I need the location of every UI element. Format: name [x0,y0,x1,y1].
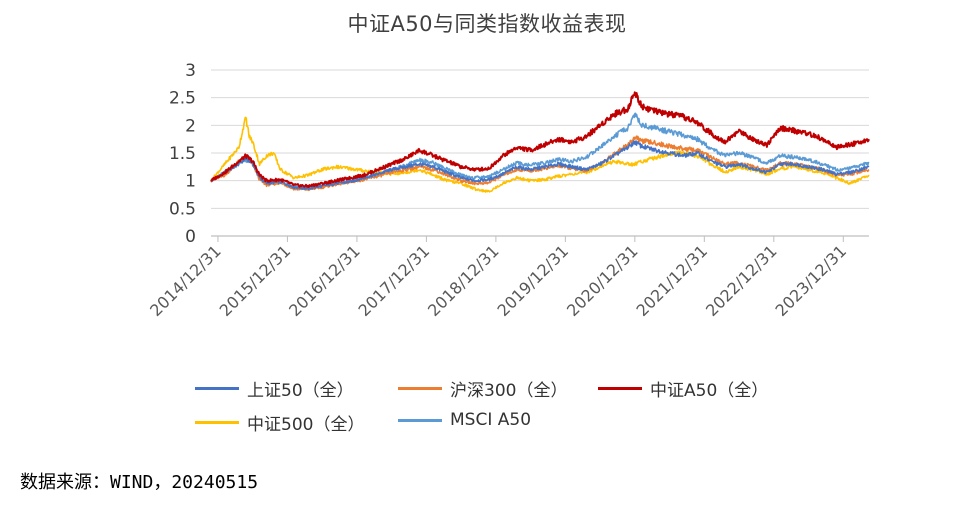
legend-swatch [398,387,442,390]
y-tick-label: 1 [185,172,196,192]
legend-label: 沪深300（全） [450,381,568,401]
legend-label: 上证50（全） [247,381,354,401]
legend-swatch [598,387,642,390]
series-lines [210,91,870,193]
source-note: 数据来源：WIND，20240515 [20,472,259,493]
x-tick-labels: 2014/12/312015/12/312016/12/312017/12/31… [146,241,850,320]
line-chart: 0 0.5 1 1.5 2 2.5 3 2014/12/312015/12/312016/1… [146,61,870,320]
y-tick-label: 0.5 [169,199,196,219]
axes [211,235,869,242]
y-tick-label: 0 [185,227,196,247]
x-tick-label: 2021/12/31 [633,241,712,320]
series-line [210,91,870,188]
series-line [210,140,870,191]
legend-item: 中证500（全） [195,410,364,435]
legend-item: 沪深300（全） [398,376,567,401]
legend-item: MSCI A50 [398,410,531,430]
x-tick-label: 2023/12/31 [771,241,850,320]
legend-item: 上证50（全） [195,376,354,401]
y-tick-label: 1.5 [169,144,196,164]
y-tick-label: 2.5 [169,89,196,109]
x-tick-label: 2018/12/31 [424,241,503,320]
legend-label: 中证500（全） [247,415,365,435]
legend-swatch [398,418,442,422]
x-tick-label: 2020/12/31 [563,241,642,320]
y-tick-labels: 0 0.5 1 1.5 2 2.5 3 [169,61,196,247]
legend-swatch [195,421,239,424]
y-tick-label: 2 [185,116,196,136]
x-tick-label: 2017/12/31 [355,241,434,320]
x-tick-label: 2016/12/31 [285,241,364,320]
x-tick-label: 2015/12/31 [216,241,295,320]
chart-title: 中证A50与同类指数收益表现 [347,12,627,36]
y-tick-label: 3 [185,61,196,81]
legend-label: 中证A50（全） [650,381,769,401]
x-tick-label: 2022/12/31 [702,241,781,320]
x-tick-label: 2019/12/31 [494,241,573,320]
x-tick-label: 2014/12/31 [146,241,225,320]
legend-item: 中证A50（全） [598,376,768,401]
legend-label: MSCI A50 [450,410,532,430]
legend-swatch [195,387,239,390]
